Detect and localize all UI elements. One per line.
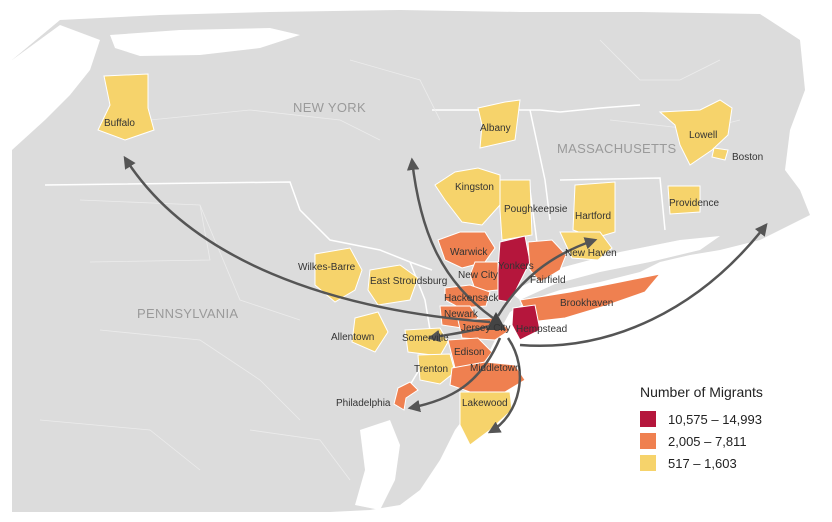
region-buffalo[interactable] [97, 73, 155, 141]
lake-ontario [110, 28, 300, 56]
region-warwick[interactable] [437, 231, 496, 269]
city-label-yonkers: Yonkers [498, 261, 534, 272]
city-label-philadelphia: Philadelphia [336, 398, 391, 409]
region-hempstead[interactable] [511, 304, 541, 341]
city-label-brookhaven: Brookhaven [560, 298, 613, 309]
city-label-hempstead: Hempstead [516, 324, 567, 335]
region-philadelphia[interactable] [393, 381, 419, 411]
city-label-hartford: Hartford [575, 211, 611, 222]
legend-swatch-low [640, 455, 656, 471]
city-label-warwick: Warwick [450, 247, 488, 258]
city-label-fairfield: Fairfield [530, 275, 566, 286]
flow-arrow-boston [519, 223, 768, 347]
atlantic-ocean [400, 250, 832, 522]
city-label-jersey-city: Jersey City [461, 323, 510, 334]
city-label-poughkeepsie: Poughkeepsie [504, 204, 568, 215]
region-brookhaven[interactable] [519, 273, 662, 323]
city-label-new-city: New City [458, 270, 498, 281]
city-label-kingston: Kingston [455, 182, 494, 193]
state-label-ny: NEW YORK [293, 100, 366, 115]
lake-erie [12, 25, 100, 150]
region-edison[interactable] [447, 337, 493, 369]
city-labels: Buffalo Albany Lowell Boston Kingston Po… [104, 118, 763, 409]
city-label-lowell: Lowell [689, 130, 717, 141]
legend-swatch-high [640, 411, 656, 427]
flow-arrow-lakewood [487, 337, 522, 434]
city-label-albany: Albany [480, 123, 511, 134]
city-label-boston: Boston [732, 152, 763, 163]
legend-label-high: 10,575 – 14,993 [668, 411, 762, 427]
legend-item-medium: 2,005 – 7,811 [640, 430, 825, 452]
city-label-somerville: Somerville [402, 333, 449, 344]
state-label-ma: MASSACHUSETTS [557, 141, 677, 156]
city-label-hackensack: Hackensack [444, 293, 499, 304]
region-allentown[interactable] [351, 311, 389, 353]
region-albany[interactable] [477, 99, 521, 149]
city-label-newark: Newark [444, 309, 479, 320]
region-providence[interactable] [667, 185, 701, 215]
city-label-lakewood: Lakewood [462, 398, 508, 409]
region-trenton[interactable] [417, 353, 456, 385]
city-label-allentown: Allentown [331, 332, 374, 343]
city-label-providence: Providence [669, 198, 719, 209]
city-label-east-stroudsburg: East Stroudsburg [370, 276, 447, 287]
city-label-new-haven: New Haven [565, 248, 617, 259]
origin-triangle-marker [486, 312, 506, 330]
legend-label-low: 517 – 1,603 [668, 455, 737, 471]
region-hartford[interactable] [572, 181, 616, 239]
region-middletown[interactable] [449, 361, 526, 393]
flow-arrows [123, 155, 768, 434]
legend-title: Number of Migrants [640, 384, 763, 400]
city-label-trenton: Trenton [414, 364, 448, 375]
city-label-middletown: Middletown [470, 363, 521, 374]
flow-arrow-hartford [496, 237, 598, 317]
region-wilkes-barre[interactable] [314, 247, 363, 303]
legend: Number of Migrants 10,575 – 14,993 2,005… [640, 384, 825, 474]
city-label-wilkes-barre: Wilkes-Barre [298, 262, 356, 273]
flow-arrow-philadelphia [407, 337, 502, 413]
flow-arrow-albany [406, 157, 494, 320]
legend-item-low: 517 – 1,603 [640, 452, 825, 474]
region-east-stroudsburg[interactable] [367, 264, 419, 306]
legend-swatch-medium [640, 433, 656, 449]
flow-arrow-buffalo [123, 155, 491, 324]
land-base [12, 10, 810, 512]
legend-item-high: 10,575 – 14,993 [640, 408, 825, 430]
region-boston[interactable] [711, 147, 729, 161]
long-island-sound [510, 236, 720, 300]
region-lowell[interactable] [658, 99, 733, 166]
state-label-pa: PENNSYLVANIA [137, 306, 238, 321]
city-label-edison: Edison [454, 347, 485, 358]
delaware-bay [355, 420, 400, 510]
flow-arrow-short-left [427, 324, 491, 343]
legend-label-medium: 2,005 – 7,811 [668, 433, 747, 449]
city-label-buffalo: Buffalo [104, 118, 135, 129]
